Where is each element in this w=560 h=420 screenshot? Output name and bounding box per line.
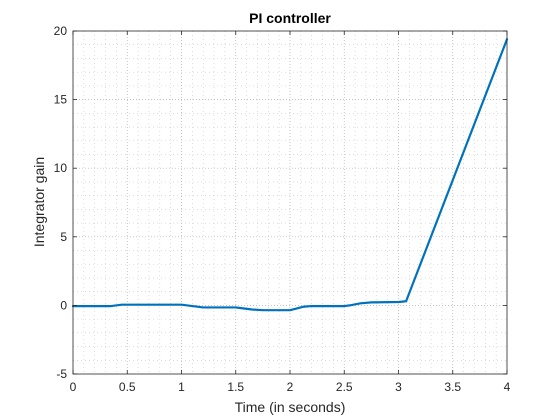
x-tick-label: 2.5 (336, 380, 353, 394)
y-tick-label: 0 (60, 298, 67, 312)
y-tick-label: 10 (54, 161, 68, 175)
y-tick-labels: -5 0 5 10 15 20 (54, 24, 68, 381)
y-tick-label: 20 (54, 24, 68, 38)
x-tick-label: 3.5 (444, 380, 461, 394)
x-tick-label: 0.5 (119, 380, 136, 394)
series-layer (71, 38, 509, 312)
major-grid (73, 31, 507, 374)
x-tick-label: 3 (395, 380, 402, 394)
x-axis-label: Time (in seconds) (235, 399, 346, 415)
y-tick-label: 5 (60, 230, 67, 244)
x-tick-label: 0 (70, 380, 77, 394)
y-tick-label: 15 (54, 93, 68, 107)
y-axis-label: Integrator gain (31, 157, 47, 247)
x-tick-label: 4 (504, 380, 511, 394)
chart-title: PI controller (249, 10, 331, 26)
x-tick-label: 2 (287, 380, 294, 394)
x-tick-labels: 0 0.5 1 1.5 2 2.5 3 3.5 4 (70, 380, 511, 394)
tick-marks (72, 30, 508, 375)
series-line (71, 38, 509, 312)
x-tick-label: 1 (178, 380, 185, 394)
y-tick-label: -5 (56, 367, 67, 381)
x-tick-label: 1.5 (227, 380, 244, 394)
